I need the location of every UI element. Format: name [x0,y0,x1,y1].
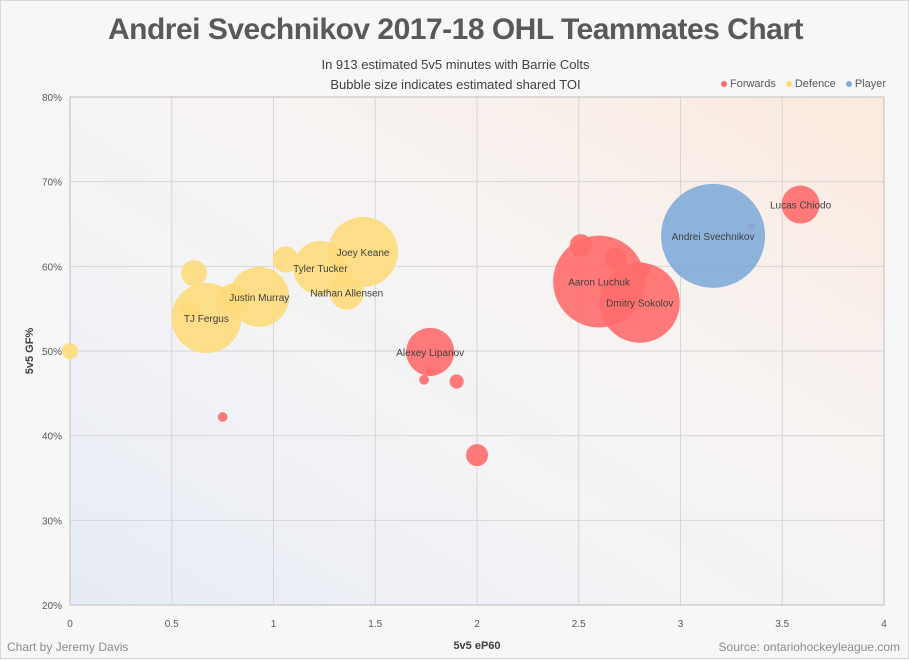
x-axis-label: 5v5 eP60 [453,640,500,652]
bubble-forwards [425,366,436,377]
bubble-forwards [449,374,464,389]
y-tick-label: 30% [42,516,62,527]
legend-forwards-label: Forwards [729,78,776,90]
y-tick-label: 60% [42,262,62,273]
chart-credit: Chart by Jeremy Davis [7,640,129,654]
legend-defence-label: Defence [794,78,836,90]
chart-subtitle-2: Bubble size indicates estimated shared T… [330,77,581,92]
legend-player-label: Player [854,78,886,90]
x-tick-label: 1 [271,619,277,630]
legend-forwards-marker-icon [720,81,727,87]
bubble-label: Nathan Allensen [310,289,383,300]
bubble-player-andrei-svechnikov [661,183,766,288]
bubble-label: Dmitry Sokolov [606,299,673,310]
x-tick-label: 4 [881,619,887,630]
chart-subtitle-1: In 913 estimated 5v5 minutes with Barrie… [321,57,590,72]
legend-item-defence: Defence [785,78,836,90]
legend-player-marker-icon [845,81,852,87]
bubble-forwards-dmitry-sokolov [599,262,680,343]
y-tick-label: 50% [42,347,62,358]
y-axis-label: 5v5 GF% [24,328,36,375]
bubble-label: Aaron Luchuk [568,278,631,289]
bubble-defence [61,342,79,360]
legend-item-player: Player [845,78,886,90]
y-tick-label: 70% [42,178,62,189]
y-tick-label: 80% [42,93,62,104]
bubble-forwards [465,444,489,467]
x-tick-label: 2.5 [572,619,586,630]
gridlines [69,96,885,606]
bubble-forwards [569,234,592,257]
x-tick-label: 0.5 [165,619,179,630]
x-axis-ticks: 0 0.5 1 1.5 2 2.5 3 3.5 4 [67,619,887,630]
bubble-label: Joey Keane [337,248,390,259]
bubble-label: Tyler Tucker [293,264,348,275]
bubble-label: Alexey Lipanov [396,348,464,359]
x-tick-label: 3.5 [775,619,789,630]
legend: Forwards Defence Player [720,78,886,90]
bubble-defence [181,260,208,287]
x-tick-label: 1.5 [368,619,382,630]
bubble-defence [217,283,248,314]
bubble-forwards [217,412,228,422]
y-axis-ticks: 20% 30% 40% 50% 60% 70% 80% [42,93,62,612]
x-tick-label: 2 [474,619,480,630]
bubble-label: Andrei Svechnikov [672,232,755,243]
bubble-forwards-lucas-chiodo [781,185,820,224]
x-tick-label: 0 [67,619,73,630]
bubble-defence-justin-murray [229,266,290,327]
legend-item-forwards: Forwards [720,78,776,90]
chart-source: Source: ontariohockeyleague.com [718,640,900,654]
bubble-labels: Aaron Luchuk Dmitry Sokolov Alexey Lipanov… [184,201,832,359]
y-tick-label: 20% [42,601,62,612]
bubble-forwards-alexey-lipanov [406,327,455,376]
bubble-forwards [633,262,650,279]
bubble-forwards [419,374,429,385]
bubble-label: Lucas Chiodo [770,201,832,212]
chart-title: Andrei Svechnikov 2017-18 OHL Teammates … [107,13,804,46]
bubbles [61,183,820,467]
legend-defence-marker-icon [785,81,792,87]
bubble-defence [180,301,201,322]
bubble-defence-nathan-allensen [329,275,364,310]
bubble-label: Justin Murray [229,293,289,304]
y-tick-label: 40% [42,432,62,443]
bubble-defence [272,246,299,273]
bubble-label: TJ Fergus [184,314,229,325]
bubble-forwards [604,247,627,270]
x-tick-label: 3 [678,619,684,630]
